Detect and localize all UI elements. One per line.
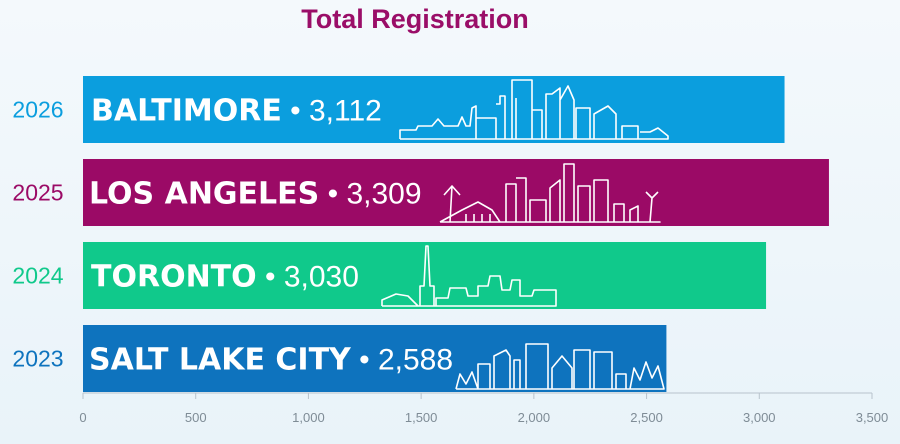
category-label-2024: 2024 bbox=[12, 263, 63, 289]
bar-value-label: • 3,309 bbox=[319, 178, 421, 211]
bar-city-label: LOS ANGELES bbox=[89, 177, 319, 212]
bar-value-label: • 3,112 bbox=[282, 95, 382, 128]
bar-label-2025: LOS ANGELES • 3,309 bbox=[89, 177, 422, 212]
chart-title: Total Registration bbox=[301, 4, 529, 34]
skyline-2024 bbox=[381, 245, 557, 307]
skyline-2025 bbox=[439, 163, 661, 223]
skyline-2026 bbox=[399, 79, 669, 140]
bar-label-2026: BALTIMORE • 3,112 bbox=[91, 94, 382, 129]
bar-label-2024: TORONTO • 3,030 bbox=[91, 260, 359, 295]
x-tick-label: 3,500 bbox=[856, 410, 889, 425]
bar-2026 bbox=[83, 76, 785, 143]
bar-2025 bbox=[83, 159, 829, 226]
bar-city-label: BALTIMORE bbox=[91, 94, 282, 129]
x-tick-label: 2,500 bbox=[630, 410, 663, 425]
x-tick-label: 0 bbox=[79, 410, 86, 425]
x-tick-label: 3,000 bbox=[743, 410, 776, 425]
bar-value-label: • 2,588 bbox=[351, 344, 453, 377]
bar-label-2023: SALT LAKE CITY • 2,588 bbox=[89, 343, 453, 378]
category-label-2023: 2023 bbox=[12, 346, 63, 372]
bar-city-label: TORONTO bbox=[91, 260, 257, 295]
x-tick-label: 500 bbox=[185, 410, 207, 425]
category-label-2026: 2026 bbox=[12, 97, 63, 123]
skyline-2023 bbox=[455, 343, 665, 390]
category-label-2025: 2025 bbox=[12, 180, 63, 206]
bar-value-label: • 3,030 bbox=[257, 261, 359, 294]
x-tick-label: 2,000 bbox=[518, 410, 551, 425]
bar-2023 bbox=[83, 325, 667, 392]
x-tick-label: 1,000 bbox=[292, 410, 325, 425]
bar-city-label: SALT LAKE CITY bbox=[89, 343, 352, 378]
x-tick-label: 1,500 bbox=[405, 410, 438, 425]
